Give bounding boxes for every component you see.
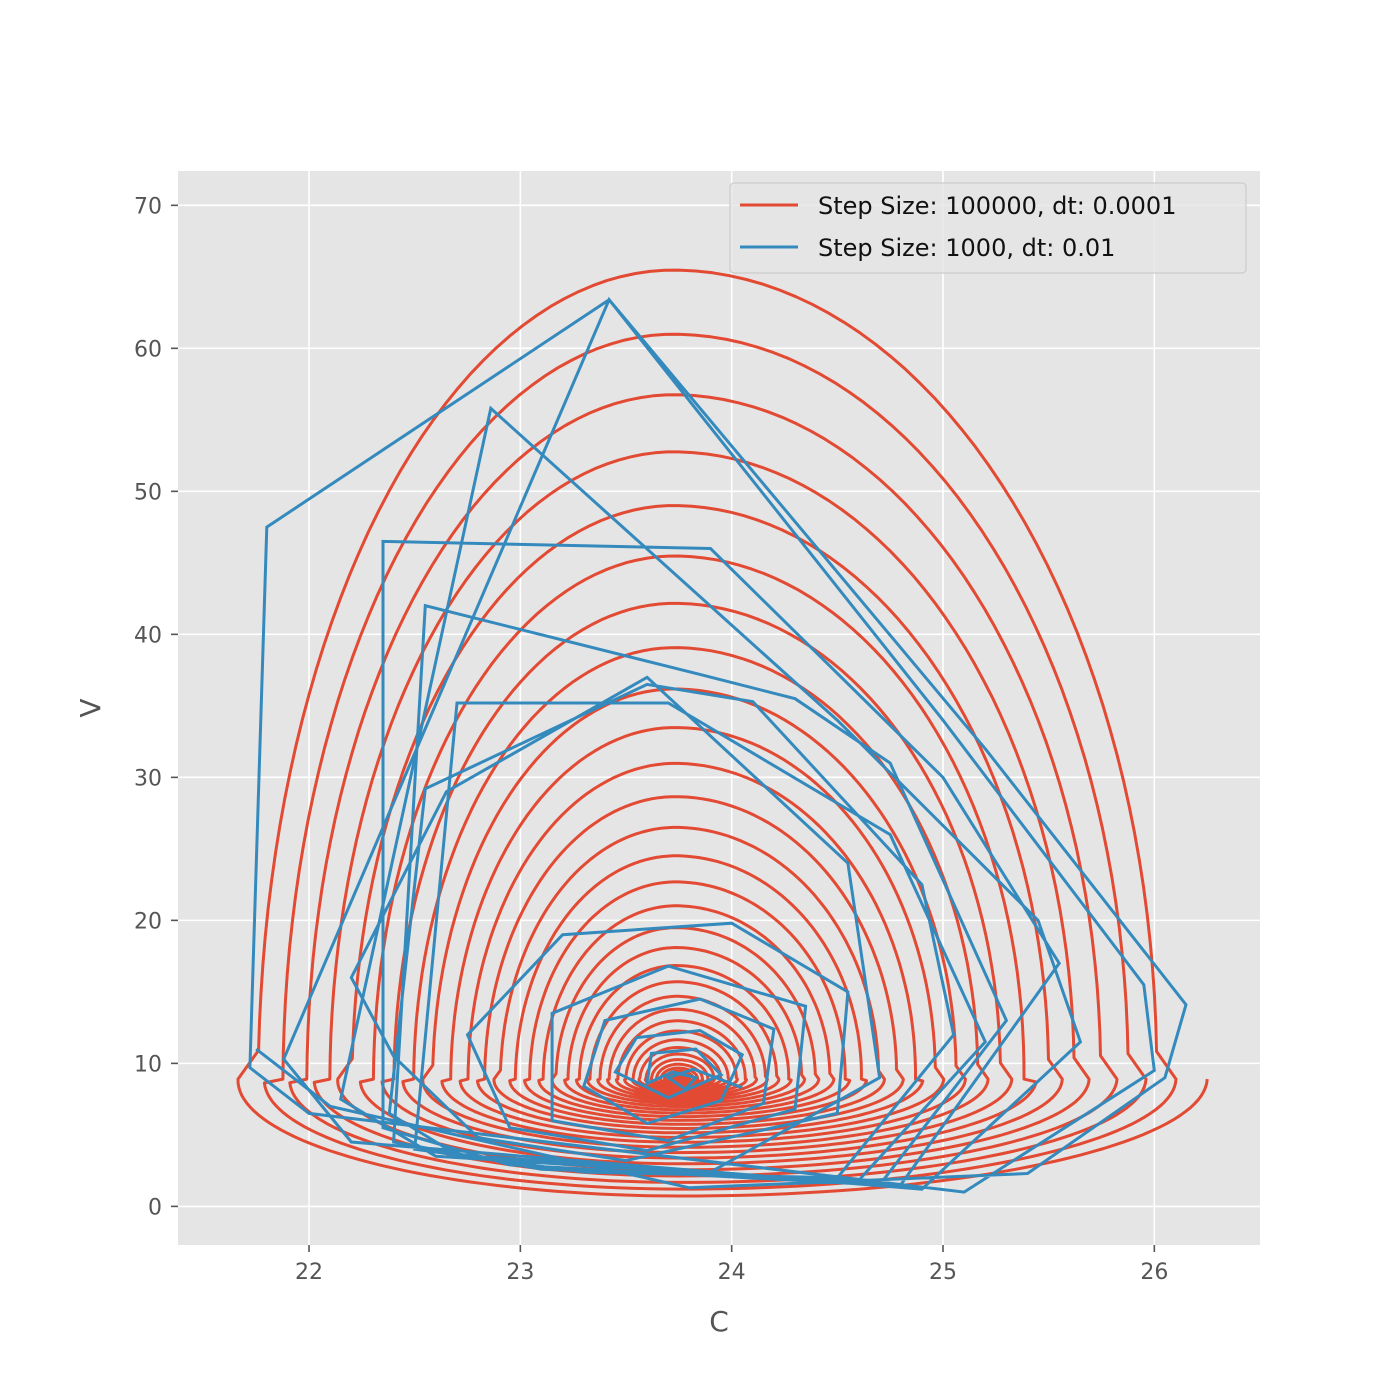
tick-layer: 22 23 24 25 26 0 10 20 30 40 50 60 70	[134, 194, 1168, 1285]
x-axis-label: C	[709, 1305, 729, 1338]
y-tick-label: 50	[134, 480, 162, 505]
y-tick-label: 40	[134, 623, 162, 648]
y-tick-label: 10	[134, 1052, 162, 1077]
y-tick-label: 20	[134, 909, 162, 934]
x-tick-label: 26	[1140, 1260, 1168, 1285]
legend-label-step-1000: Step Size: 1000, dt: 0.01	[818, 234, 1115, 262]
series-line-step-1000	[248, 296, 1188, 1194]
y-axis-label: V	[74, 698, 107, 717]
y-tick-label: 0	[148, 1195, 162, 1220]
legend: Step Size: 100000, dt: 0.0001 Step Size:…	[729, 182, 1247, 274]
x-tick-label: 22	[295, 1260, 323, 1285]
plot-area	[178, 171, 1260, 1245]
x-tick-label: 25	[929, 1260, 957, 1285]
y-tick-label: 30	[134, 766, 162, 791]
x-tick-label: 23	[506, 1260, 534, 1285]
legend-label-step-100000: Step Size: 100000, dt: 0.0001	[818, 192, 1176, 220]
y-tick-label: 70	[134, 194, 162, 219]
x-tick-label: 24	[718, 1260, 746, 1285]
series-layer	[236, 268, 1209, 1198]
legend-box	[729, 182, 1247, 274]
y-tick-label: 60	[134, 337, 162, 362]
